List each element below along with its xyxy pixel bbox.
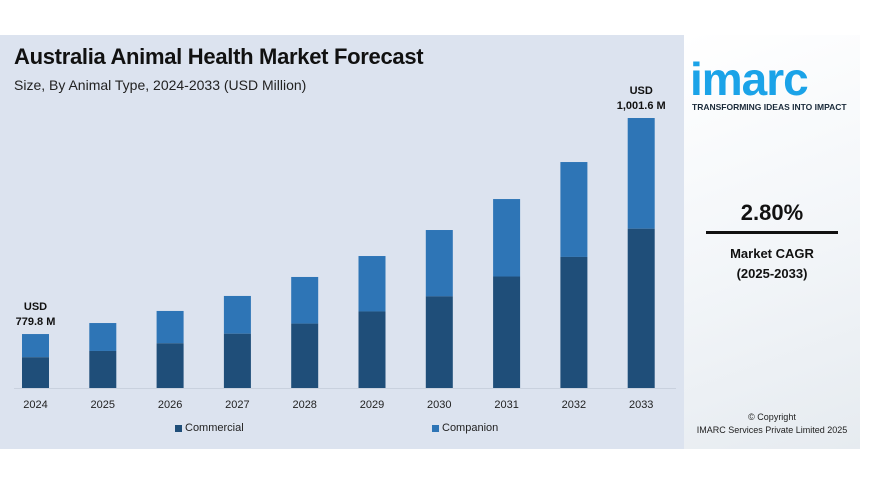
legend-swatch bbox=[175, 424, 182, 432]
bar-companion-2032 bbox=[560, 162, 588, 257]
x-tick-label: 2025 bbox=[91, 399, 115, 411]
bar-commercial-2033 bbox=[627, 228, 655, 388]
bar-commercial-2030 bbox=[425, 296, 453, 388]
bar-companion-2033 bbox=[627, 118, 655, 229]
imarc-logo: imarc bbox=[690, 53, 809, 105]
info-panel bbox=[684, 35, 860, 449]
bar-companion-2027 bbox=[223, 295, 251, 334]
bar-commercial-2024 bbox=[22, 357, 49, 388]
copyright: © Copyright IMARC Services Private Limite… bbox=[684, 411, 860, 437]
legend-companion: Companion bbox=[432, 422, 498, 434]
data-label-unit: USD bbox=[630, 85, 653, 97]
x-tick-label: 2029 bbox=[360, 399, 384, 411]
bar-companion-2029 bbox=[358, 256, 386, 312]
copyright-line1: © Copyright bbox=[748, 412, 796, 422]
legend-commercial: Commercial bbox=[175, 422, 244, 434]
bar-companion-2031 bbox=[493, 199, 521, 277]
tagline: TRANSFORMING IDEAS INTO IMPACT bbox=[692, 102, 847, 112]
cagr-label: Market CAGR (2025-2033) bbox=[684, 244, 860, 284]
bar-commercial-2032 bbox=[560, 256, 588, 388]
x-tick-label: 2026 bbox=[158, 399, 182, 411]
legend-swatch bbox=[432, 424, 439, 432]
bar-companion-2026 bbox=[156, 310, 184, 344]
legend-label: Companion bbox=[442, 422, 499, 434]
x-tick-label: 2032 bbox=[562, 399, 586, 411]
copyright-line2: IMARC Services Private Limited 2025 bbox=[696, 425, 848, 435]
x-tick-label: 2033 bbox=[629, 399, 653, 411]
bar-companion-2028 bbox=[291, 276, 319, 324]
bar-commercial-2027 bbox=[223, 333, 251, 388]
bar-commercial-2025 bbox=[89, 350, 117, 388]
x-tick-label: 2030 bbox=[427, 399, 451, 411]
chart-subtitle: Size, By Animal Type, 2024-2033 (USD Mil… bbox=[14, 77, 307, 93]
legend-label: Commercial bbox=[185, 422, 244, 434]
bar-commercial-2029 bbox=[358, 311, 386, 388]
bar-companion-2024 bbox=[22, 334, 49, 358]
x-tick-label: 2031 bbox=[494, 399, 518, 411]
x-tick-label: 2027 bbox=[225, 399, 249, 411]
cagr-period: (2025-2033) bbox=[736, 266, 808, 281]
bar-commercial-2026 bbox=[156, 343, 184, 388]
x-tick-label: 2028 bbox=[292, 399, 316, 411]
divider bbox=[706, 231, 838, 234]
bar-commercial-2031 bbox=[493, 276, 521, 388]
bar-companion-2025 bbox=[89, 323, 117, 351]
data-label-value: 779.8 M bbox=[16, 316, 56, 328]
cagr-value: 2.80% bbox=[740, 200, 804, 225]
bar-commercial-2028 bbox=[291, 323, 319, 388]
chart-title: Australia Animal Health Market Forecast bbox=[14, 44, 424, 69]
data-label-unit: USD bbox=[24, 301, 47, 313]
data-label-value: 1,001.6 M bbox=[617, 100, 666, 112]
cagr-label-text: Market CAGR bbox=[730, 246, 814, 261]
x-tick-label: 2024 bbox=[23, 399, 47, 411]
bar-companion-2030 bbox=[425, 230, 453, 297]
